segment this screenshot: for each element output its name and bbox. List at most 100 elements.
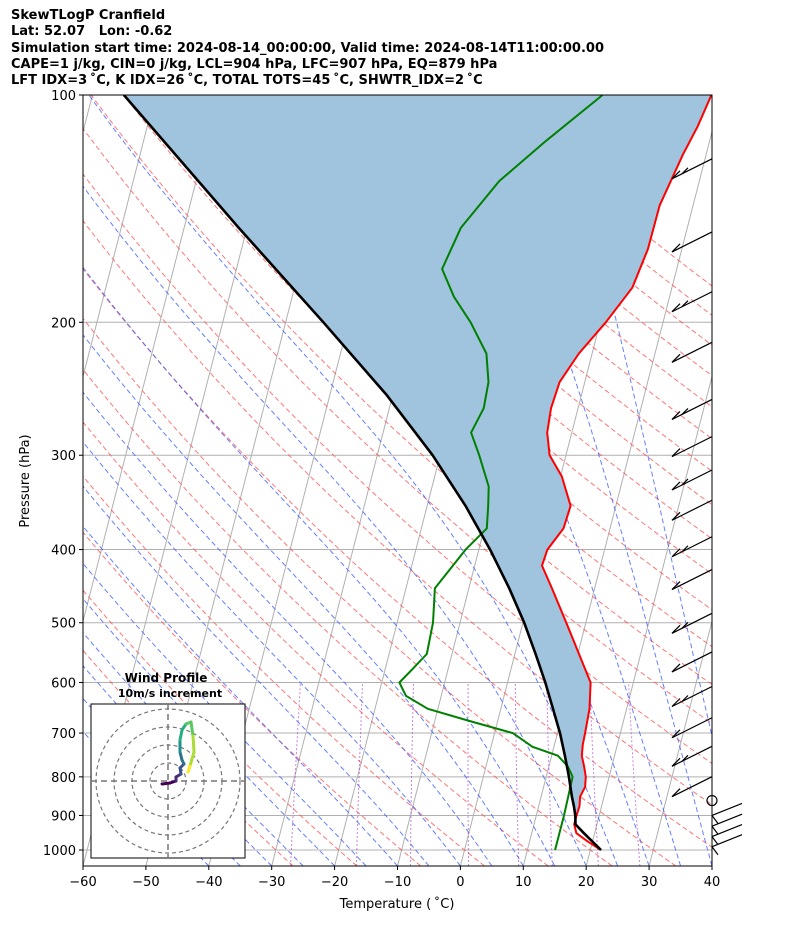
temperature-line	[541, 95, 712, 851]
dry-adiabat	[83, 421, 549, 866]
isotherm-line	[83, 95, 93, 134]
wind-barb	[711, 802, 743, 824]
hodograph-segment	[188, 750, 196, 768]
hodograph-segment	[186, 764, 192, 774]
x-axis: −60 −50 −40 −30 −20 −10 0 10 20 30 40	[69, 866, 720, 890]
dry-adiabat	[83, 317, 677, 866]
parcel-line	[122, 95, 602, 851]
cape-area	[123, 95, 712, 816]
moist-adiabat	[83, 525, 398, 866]
dry-adiabat	[83, 127, 712, 725]
location-line: Lat: 52.07 Lon: -0.62	[11, 24, 173, 40]
x-tick-label: −50	[132, 875, 159, 890]
dry-adiabat	[83, 589, 358, 866]
moist-adiabat	[88, 95, 619, 866]
y-tick-label: 1000	[43, 844, 76, 859]
wind-barb	[711, 813, 743, 835]
y-tick-label: 500	[51, 617, 76, 632]
moist-adiabat	[83, 266, 556, 866]
x-tick-label: −40	[195, 875, 222, 890]
wind-barb	[671, 536, 713, 558]
wind-barb	[671, 745, 713, 767]
index-line: LFT IDX=3 ˚C, K IDX=26 ˚C, TOTAL TOTS=45…	[11, 73, 483, 89]
dry-adiabat	[286, 95, 712, 472]
time-line: Simulation start time: 2024-08-14_00:00:…	[11, 40, 604, 56]
cape-line: CAPE=1 j/kg, CIN=0 j/kg, LCL=904 hPa, LF…	[11, 56, 498, 72]
dry-adiabat	[90, 95, 712, 686]
wind-barb	[671, 291, 713, 313]
x-tick-label: 0	[456, 875, 464, 890]
isotherm-line	[83, 95, 219, 624]
cape-fill	[123, 95, 712, 816]
dry-adiabat	[253, 95, 712, 506]
wind-barb	[671, 499, 713, 521]
dry-adiabat	[83, 220, 712, 806]
wind-barb	[671, 398, 713, 420]
x-axis-label: Temperature ( ˚C)	[339, 896, 455, 912]
wind-barbs	[671, 158, 743, 856]
x-tick-label: 30	[641, 875, 658, 890]
wind-barb	[711, 834, 743, 856]
mixing-ratio-line	[589, 682, 599, 866]
mixing-ratio-line	[467, 682, 469, 866]
moist-adiabat	[83, 631, 304, 866]
x-tick-label: 20	[578, 875, 595, 890]
moist-adiabat	[553, 95, 712, 738]
dry-adiabat	[318, 95, 712, 440]
mixing-ratio-line	[546, 682, 553, 866]
moist-adiabat	[83, 334, 524, 866]
isotherm-line	[711, 863, 712, 866]
chart-header: SkewTLogP Cranfield Lat: 52.07 Lon: -0.6…	[11, 8, 604, 89]
moist-adiabat	[445, 95, 712, 866]
y-axis: 100 200 300 400 500 600 700 800 900 1000	[43, 89, 83, 859]
moist-adiabat	[83, 597, 335, 866]
y-tick-label: 600	[51, 677, 76, 692]
x-tick-label: 10	[515, 875, 532, 890]
inset-subtitle: 10m/s increment	[118, 687, 222, 700]
isotherm-line	[648, 619, 712, 866]
x-tick-label: −60	[69, 875, 96, 890]
wind-barb	[671, 469, 713, 491]
wind-barb	[671, 776, 713, 798]
dewpoint-line	[398, 95, 604, 851]
inset-title: Wind Profile	[125, 671, 208, 685]
mixing-ratio-line	[628, 682, 641, 866]
wind-barb	[671, 569, 713, 591]
moist-adiabat	[83, 391, 493, 866]
wind-barb	[671, 341, 713, 363]
moist-adiabat	[83, 441, 461, 866]
x-tick-label: −10	[384, 875, 411, 890]
moist-adiabat	[83, 185, 587, 866]
wind-barb	[671, 231, 713, 253]
y-tick-label: 800	[51, 771, 76, 786]
isotherm-line	[83, 95, 156, 379]
wind-barb	[711, 824, 743, 845]
dry-adiabat	[83, 268, 712, 848]
sounding-profiles	[122, 95, 712, 851]
y-tick-label: 100	[51, 89, 76, 104]
wind-barb	[671, 158, 713, 180]
y-tick-label: 200	[51, 316, 76, 331]
y-tick-label: 900	[51, 809, 76, 824]
moist-adiabat	[303, 95, 681, 866]
wind-barb	[671, 717, 713, 739]
mixing-ratio-line	[409, 682, 414, 866]
dry-adiabat	[83, 368, 613, 866]
hodograph-segment	[191, 734, 196, 754]
y-tick-label: 300	[51, 449, 76, 464]
mixing-ratio-line	[514, 682, 520, 866]
moist-adiabat	[83, 485, 430, 866]
isotherm-line	[585, 374, 712, 866]
hodograph-segment	[189, 720, 195, 738]
moist-adiabat	[83, 562, 367, 866]
y-tick-label: 700	[51, 727, 76, 742]
wind-barb	[671, 651, 713, 673]
wind-barb	[671, 436, 713, 458]
hodograph-segment	[178, 728, 184, 742]
x-tick-label: 40	[704, 875, 721, 890]
wind-barb	[671, 685, 713, 708]
y-tick-label: 400	[51, 544, 76, 559]
wind-profile-inset: Wind Profile 10m/s increment	[90, 671, 246, 859]
wind-barb	[671, 612, 713, 634]
